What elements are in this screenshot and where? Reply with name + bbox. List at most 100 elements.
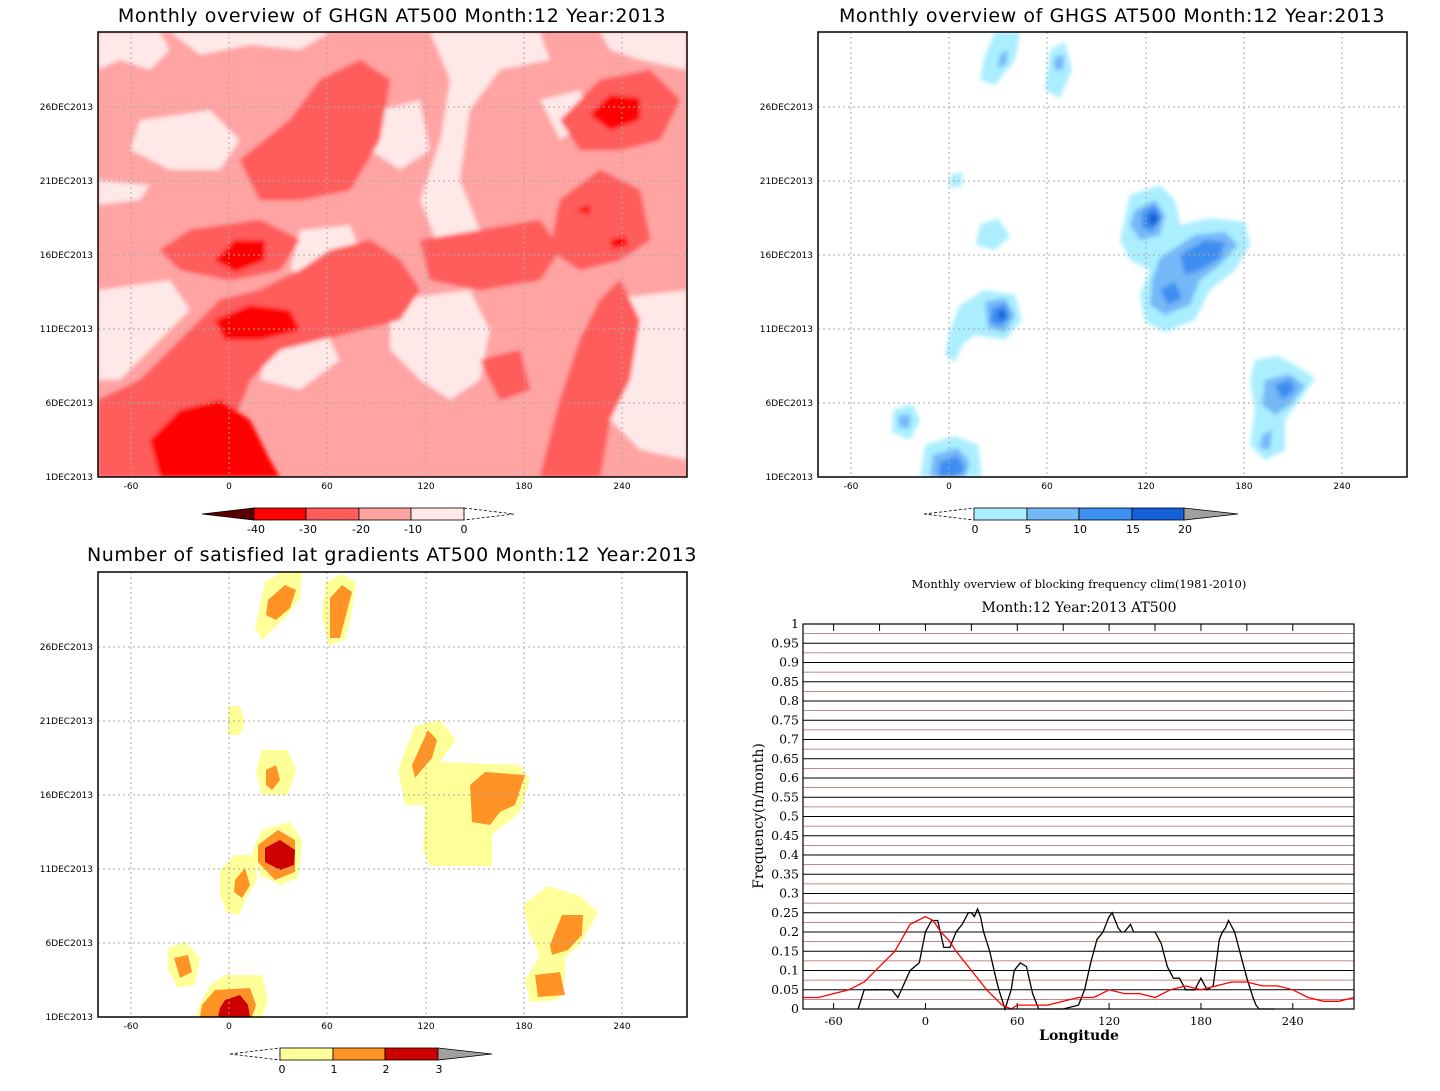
ghgs-y-tick: 26DEC2013 (760, 103, 813, 113)
ghgs-y-tick: 16DEC2013 (760, 251, 813, 261)
ghgn-x-tick: 120 (417, 482, 434, 492)
ghgn-y-tick: 6DEC2013 (45, 399, 93, 409)
ghgs-colorbar-label: 20 (1178, 523, 1192, 536)
freq-y-tick: 0.85 (771, 674, 799, 689)
latgrad-title: Number of satisfied lat gradients AT500 … (87, 544, 697, 566)
latgrad-y-tick: 1DEC2013 (45, 1013, 93, 1023)
freq-y-tick: 0.15 (771, 943, 799, 958)
ghgs-x-tick: -60 (844, 482, 859, 492)
ghgs-frame (817, 31, 1408, 478)
latgrad-x-tick: 180 (515, 1022, 532, 1032)
freq-y-tick: 0.95 (771, 635, 799, 650)
ghgs-colorbar-label: 5 (1025, 523, 1032, 536)
freq-grid (803, 623, 1354, 1010)
ghgn-x-tick: -60 (124, 482, 139, 492)
ghgs-x-tick: 180 (1235, 482, 1252, 492)
freq-x-tick: 0 (922, 1014, 929, 1028)
freq-y-tick: 0.2 (779, 924, 799, 939)
ghgn-x-tick: 240 (613, 482, 630, 492)
ghgs-title: Monthly overview of GHGS AT500 Month:12 … (839, 5, 1385, 27)
latgrad-field (98, 572, 687, 1017)
ghgn-colorbar-label: -30 (299, 523, 317, 536)
freq-x-ticks: -60 0 60 120 180 240 (824, 1003, 1304, 1028)
latgrad-y-tick: 11DEC2013 (40, 865, 93, 875)
ghgn-grid (98, 32, 687, 477)
freq-y-tick: 0.9 (779, 655, 799, 670)
latgrad-level-1 (174, 585, 583, 1017)
ghgn-level-minus-30 (150, 95, 640, 477)
ghgs-grid (818, 32, 1407, 477)
ghgn-x-ticks: -60 0 60 120 180 240 (124, 482, 631, 492)
latgrad-colorbar-label: 3 (436, 1063, 443, 1076)
freq-y-tick: 0.05 (771, 982, 799, 997)
freq-x-tick: 60 (1010, 1014, 1025, 1028)
latgrad-colorbar: 0 1 2 3 (229, 1047, 493, 1076)
ghgn-colorbar-label: -40 (247, 523, 265, 536)
ghgn-y-tick: 26DEC2013 (40, 103, 93, 113)
latgrad-x-ticks: -60 0 60 120 180 240 (124, 1022, 631, 1032)
latgrad-colorbar-label: 0 (279, 1063, 286, 1076)
freq-y-ticks: 0 0.05 0.1 0.15 0.2 0.25 0.3 0.35 0.4 0.45 0.5 0.55… (771, 616, 799, 1016)
ghgn-x-tick: 0 (226, 482, 232, 492)
panel-ghgs: Monthly overview of GHGS AT500 Month:12 … (760, 5, 1408, 536)
ghgn-colorbar: -40 -30 -20 -10 0 (201, 507, 515, 536)
freq-y-tick: 0.1 (779, 963, 799, 978)
ghgs-y-tick: 1DEC2013 (765, 473, 813, 483)
freq-ylabel: Frequency(n/month) (751, 743, 767, 889)
ghgn-y-tick: 16DEC2013 (40, 251, 93, 261)
latgrad-colorbar-label: 2 (383, 1063, 390, 1076)
latgrad-y-ticks: 1DEC2013 6DEC2013 11DEC2013 16DEC2013 21… (40, 643, 93, 1023)
ghgs-x-tick: 240 (1333, 482, 1350, 492)
ghgs-x-ticks: -60 0 60 120 180 240 (844, 482, 1351, 492)
freq-y-tick: 0.8 (779, 693, 799, 708)
ghgs-y-tick: 11DEC2013 (760, 325, 813, 335)
ghgs-y-tick: 21DEC2013 (760, 177, 813, 187)
freq-y-tick: 0.35 (771, 866, 799, 881)
latgrad-x-tick: 240 (613, 1022, 630, 1032)
ghgs-colorbar-label: 15 (1126, 523, 1140, 536)
freq-y-tick: 0.75 (771, 712, 799, 727)
freq-x-tick: 180 (1190, 1014, 1212, 1028)
ghgn-frame (97, 31, 688, 478)
freq-series-observed-line (857, 907, 1275, 1012)
freq-series-climatology-line (803, 915, 1355, 1010)
ghgs-x-tick: 60 (1041, 482, 1053, 492)
latgrad-grid (98, 572, 687, 1017)
latgrad-y-tick: 26DEC2013 (40, 643, 93, 653)
freq-y-tick: 0.55 (771, 789, 799, 804)
freq-subtitle: Month:12 Year:2013 AT500 (982, 600, 1177, 616)
ghgs-x-tick: 120 (1137, 482, 1154, 492)
freq-xlabel: Longitude (1039, 1028, 1119, 1044)
freq-top-ticks (833, 624, 1294, 631)
freq-series (803, 907, 1355, 1012)
ghgn-colorbar-label: -20 (352, 523, 370, 536)
ghgn-x-tick: 60 (321, 482, 333, 492)
freq-y-tick: 0.7 (779, 732, 799, 747)
freq-y-tick: 0.4 (779, 847, 799, 862)
ghgn-colorbar-label: 0 (461, 523, 468, 536)
latgrad-y-tick: 16DEC2013 (40, 791, 93, 801)
latgrad-x-tick: -60 (124, 1022, 139, 1032)
ghgn-x-tick: 180 (515, 482, 532, 492)
ghgs-colorbar-label: 10 (1073, 523, 1087, 536)
freq-y-tick: 0.3 (779, 886, 799, 901)
latgrad-x-tick: 60 (321, 1022, 333, 1032)
latgrad-frame (97, 571, 688, 1018)
freq-x-tick: 240 (1282, 1014, 1304, 1028)
freq-y-tick: 0 (791, 1001, 799, 1016)
freq-y-tick: 0.45 (771, 828, 799, 843)
ghgs-colorbar-label: 0 (972, 523, 979, 536)
freq-x-tick: 120 (1098, 1014, 1120, 1028)
ghgn-field (98, 32, 687, 477)
ghgn-y-tick: 21DEC2013 (40, 177, 93, 187)
freq-y-tick: 0.65 (771, 751, 799, 766)
ghgn-title: Monthly overview of GHGN AT500 Month:12 … (118, 5, 666, 27)
latgrad-x-tick: 120 (417, 1022, 434, 1032)
ghgn-y-tick: 1DEC2013 (45, 473, 93, 483)
ghgn-y-ticks: 1DEC2013 6DEC2013 11DEC2013 16DEC2013 21… (40, 103, 93, 483)
freq-y-tick: 0.25 (771, 905, 799, 920)
panel-blocking-frequency: Monthly overview of blocking frequency c… (751, 577, 1355, 1044)
ghgs-x-tick: 0 (946, 482, 952, 492)
ghgs-field (818, 32, 1407, 477)
